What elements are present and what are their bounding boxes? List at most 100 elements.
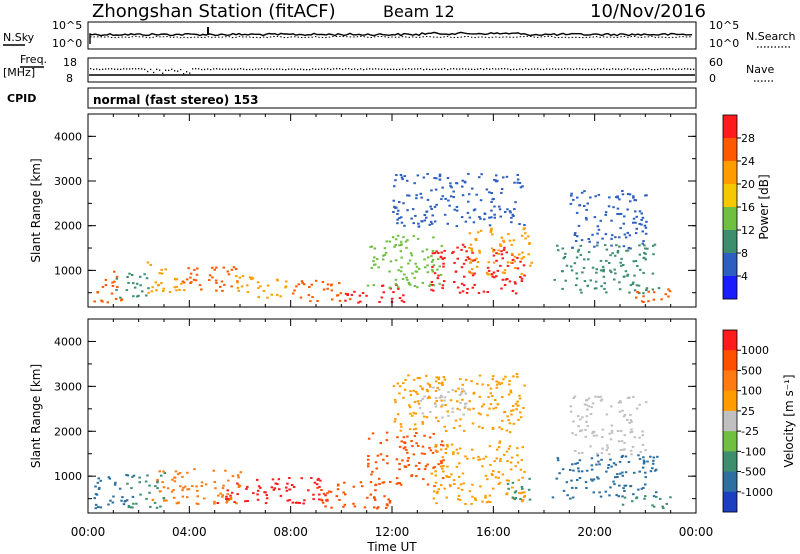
echo-cell <box>257 485 261 488</box>
echo-cell <box>148 484 151 487</box>
echo-cell <box>655 495 658 498</box>
echo-cell <box>441 287 444 290</box>
echo-cell <box>270 486 274 489</box>
echo-cell <box>420 196 423 199</box>
echo-cell <box>414 412 418 415</box>
nave-point <box>255 68 257 70</box>
echo-cell <box>402 436 406 439</box>
colorbar-segment <box>723 370 737 391</box>
echo-cell <box>619 472 622 475</box>
echo-cell <box>600 285 603 288</box>
echo-cell <box>229 496 233 499</box>
echo-cell <box>200 481 204 484</box>
echo-cell <box>493 276 496 279</box>
echo-cell <box>415 194 418 197</box>
echo-cell <box>381 258 385 261</box>
nave-point <box>666 68 668 70</box>
echo-cell <box>414 270 418 273</box>
x-tick-label: 00:00 <box>71 525 106 539</box>
echo-cell <box>589 413 593 416</box>
echo-cell <box>606 446 609 449</box>
echo-cell <box>400 299 404 302</box>
echo-cell <box>479 485 482 488</box>
nave-point <box>108 68 110 70</box>
echo-cell <box>132 295 135 298</box>
echo-cell <box>518 253 521 256</box>
echo-cell <box>437 378 440 381</box>
echo-cell <box>449 185 452 188</box>
colorbar-tick-label: 4 <box>741 270 748 283</box>
echo-cell <box>514 282 517 285</box>
echo-cell <box>651 462 655 465</box>
nave-point <box>624 68 626 70</box>
nave-point <box>693 68 695 70</box>
echo-cell <box>555 477 558 480</box>
echo-cell <box>491 233 494 236</box>
echo-cell <box>619 212 623 215</box>
colorbar-segment <box>723 184 737 208</box>
echo-cell <box>528 242 531 245</box>
nave-point <box>105 68 107 70</box>
nave-point <box>222 68 224 70</box>
echo-cell <box>357 301 360 304</box>
nave-point <box>420 68 422 70</box>
echo-cell <box>497 483 501 486</box>
echo-cell <box>621 409 624 412</box>
echo-cell <box>301 281 304 284</box>
nave-point <box>477 68 479 70</box>
echo-cell <box>524 232 527 235</box>
echo-cell <box>468 490 472 493</box>
echo-cell <box>446 222 449 225</box>
echo-cell <box>507 393 511 396</box>
echo-cell <box>585 415 589 418</box>
echo-cell <box>503 453 506 456</box>
echo-cell <box>246 284 249 287</box>
echo-cell <box>624 236 628 239</box>
echo-cell <box>151 286 154 289</box>
echo-cell <box>147 291 150 294</box>
echo-cell <box>321 501 325 504</box>
echo-cell <box>504 375 507 378</box>
echo-cell <box>575 256 579 259</box>
echo-cell <box>513 281 517 284</box>
noise-right-tick-top: 10^5 <box>709 19 739 32</box>
echo-cell <box>611 252 614 255</box>
echo-cell <box>600 398 604 401</box>
echo-cell <box>468 270 471 273</box>
echo-cell <box>608 453 611 456</box>
echo-cell <box>523 491 526 494</box>
echo-cell <box>498 481 502 484</box>
echo-cell <box>397 482 400 485</box>
echo-cell <box>150 290 154 293</box>
y-tick-label: 4000 <box>54 335 82 348</box>
echo-cell <box>516 181 519 184</box>
nave-point <box>414 68 416 70</box>
echo-cell <box>220 280 224 283</box>
x-tick-label: 12:00 <box>375 525 410 539</box>
echo-cell <box>500 287 503 290</box>
echo-cell <box>127 281 130 284</box>
nave-point <box>501 68 503 70</box>
echo-cell <box>236 286 240 289</box>
echo-cell <box>613 254 617 257</box>
echo-cell <box>511 481 515 484</box>
echo-cell <box>465 250 468 253</box>
echo-cell <box>620 456 624 458</box>
echo-cell <box>226 489 229 492</box>
echo-cell <box>403 273 406 276</box>
echo-cell <box>465 291 469 294</box>
echo-cell <box>470 502 473 505</box>
echo-cell <box>583 205 586 207</box>
echo-cell <box>437 274 440 277</box>
echo-cell <box>493 205 496 208</box>
echo-cell <box>149 505 152 508</box>
nave-point <box>471 68 473 70</box>
echo-cell <box>629 413 632 416</box>
nave-point <box>126 68 128 70</box>
echo-cell <box>486 266 490 269</box>
echo-cell <box>629 431 632 434</box>
echo-cell <box>484 474 488 477</box>
echo-cell <box>470 268 474 271</box>
echo-cell <box>644 449 647 452</box>
echo-cell <box>466 211 470 214</box>
